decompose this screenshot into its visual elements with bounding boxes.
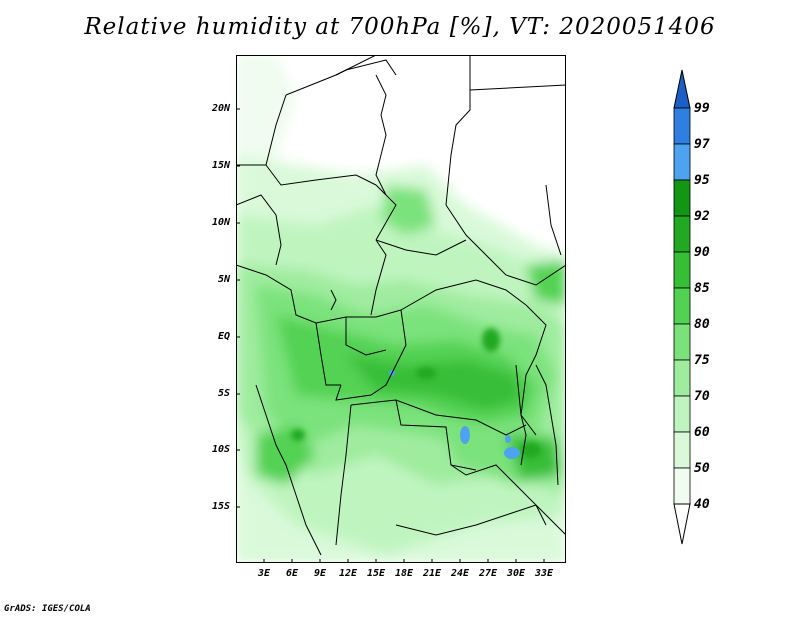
map-frame (236, 55, 566, 563)
colorbar-label: 95 (694, 173, 710, 188)
colorbar-segment (673, 359, 691, 397)
lon-tick-label: 12E (338, 568, 358, 579)
colorbar-bottom-arrow (673, 503, 691, 545)
lon-tick-label: 15E (366, 568, 386, 579)
colorbar-segment (673, 395, 691, 433)
colorbar-label: 40 (694, 497, 710, 512)
colorbar-label: 75 (694, 353, 710, 368)
lon-tick-label: 30E (506, 568, 526, 579)
colorbar-label: 70 (694, 389, 710, 404)
colorbar-segment (673, 251, 691, 289)
colorbar-label: 90 (694, 245, 710, 260)
colorbar-label: 50 (694, 461, 710, 476)
lat-tick-label: EQ (217, 331, 230, 342)
colorbar-label: 80 (694, 317, 710, 332)
colorbar-label: 97 (694, 137, 710, 152)
lon-tick-label: 21E (422, 568, 442, 579)
lat-tick-label: 20N (211, 103, 230, 114)
lat-tick-label: 5N (217, 274, 230, 285)
lon-tick-label: 27E (478, 568, 498, 579)
humidity-map (236, 55, 566, 563)
lon-tick-label: 6E (285, 568, 299, 579)
lat-tick-label: 10S (211, 444, 230, 455)
colorbar-segment (673, 323, 691, 361)
colorbar-segment (673, 215, 691, 253)
country-borders (236, 55, 566, 556)
credit-text: GrADS: IGES/COLA (4, 604, 91, 614)
colorbar-label: 60 (694, 425, 710, 440)
lat-tick-label: 10N (211, 217, 230, 228)
colorbar (673, 69, 691, 545)
lat-tick-label: 15S (211, 501, 230, 512)
map-title: Relative humidity at 700hPa [%], VT: 202… (84, 14, 716, 40)
lon-tick-label: 24E (450, 568, 470, 579)
lon-tick-label: 9E (313, 568, 327, 579)
colorbar-top-arrow (673, 69, 691, 109)
humidity-shading (236, 55, 566, 563)
humidity-blue-spots (389, 370, 520, 459)
colorbar-segment (673, 107, 691, 145)
colorbar-label: 92 (694, 209, 710, 224)
colorbar-segment (673, 287, 691, 325)
colorbar-label: 99 (694, 101, 710, 116)
lon-tick-label: 3E (257, 568, 271, 579)
map-tick-marks (236, 108, 545, 563)
colorbar-segment (673, 179, 691, 217)
lat-tick-label: 15N (211, 160, 230, 171)
lon-tick-label: 18E (394, 568, 414, 579)
lon-tick-label: 33E (534, 568, 554, 579)
colorbar-segment (673, 467, 691, 505)
colorbar-segment (673, 143, 691, 181)
humidity-peaks (291, 328, 541, 458)
colorbar-label: 85 (694, 281, 710, 296)
lat-tick-label: 5S (217, 388, 230, 399)
colorbar-segment (673, 431, 691, 469)
